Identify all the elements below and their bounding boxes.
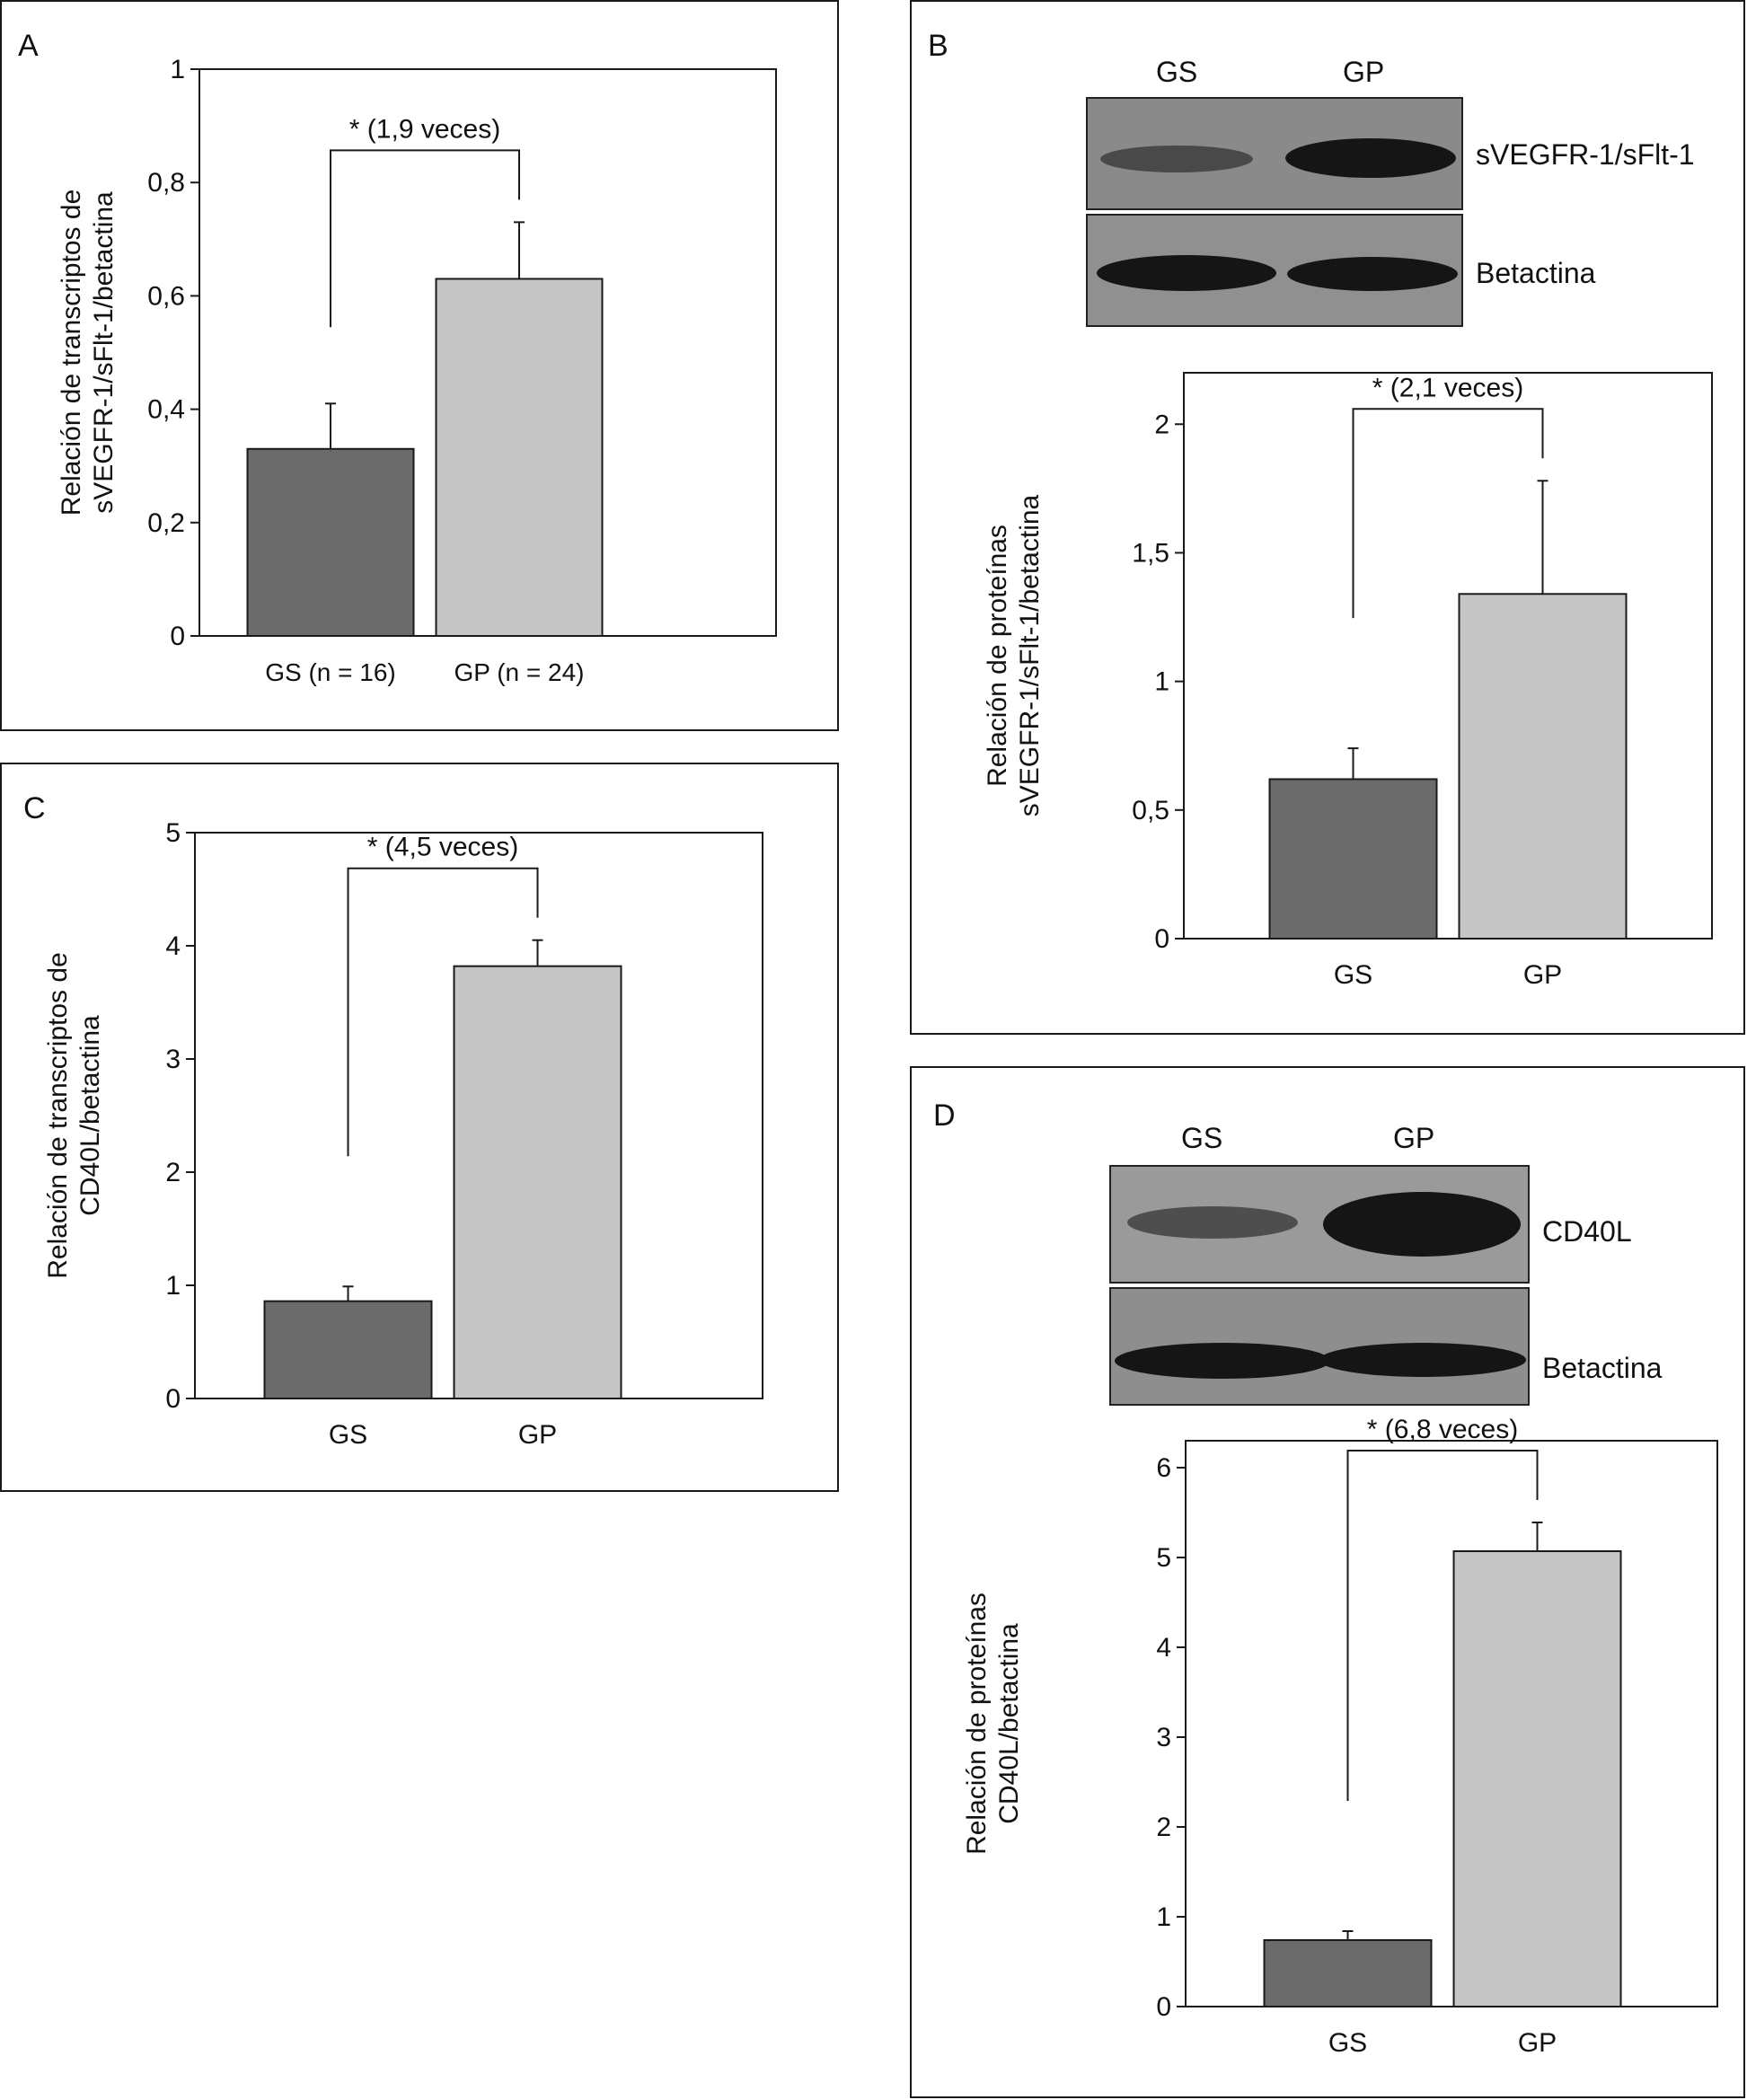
- significance-annotation: * (6,8 veces): [1367, 1415, 1518, 1444]
- y-tick-label: 1: [1156, 1902, 1171, 1932]
- blot-d-band-gs-1: [1127, 1206, 1298, 1239]
- panel-b-letter: B: [928, 29, 948, 63]
- blot-b-band-gs-2: [1097, 255, 1276, 291]
- bar-gs: [1268, 778, 1438, 940]
- y-tick-label: 3: [165, 1045, 181, 1074]
- y-tick-label: 6: [1156, 1453, 1171, 1483]
- significance-bracket: [1352, 408, 1544, 619]
- x-category-label: GS (n = 16): [265, 658, 396, 686]
- y-tick-label: 5: [165, 818, 181, 848]
- y-tick-label: 0: [1156, 1992, 1171, 2022]
- y-axis-label-line: Relación de transcriptos de: [57, 190, 86, 516]
- y-tick-label: 0,4: [147, 395, 185, 425]
- y-axis-label: Relación de transcriptos de CD40L/betacti…: [43, 952, 105, 1279]
- blot-d-band-gs-2: [1115, 1343, 1330, 1379]
- x-category-label: GP: [1523, 960, 1562, 990]
- y-axis-label: Relación de proteínas sVEGFR-1/sFlt-1/bet…: [983, 494, 1045, 816]
- blot-b-row-1-label: sVEGFR-1/sFlt-1: [1476, 138, 1695, 171]
- y-tick-label: 5: [1156, 1543, 1171, 1573]
- blot-d-row-1-label: CD40L: [1542, 1215, 1632, 1248]
- chart-d: 0 1 2 3 4 5 6 GS GP * (6,8 veces) Relación de prot…: [962, 1415, 1718, 2058]
- blot-d-row-2: [1109, 1287, 1530, 1406]
- x-category-label: GS: [1334, 960, 1372, 990]
- y-axis-label: Relación de transcriptos de sVEGFR-1/sFlt…: [57, 190, 119, 516]
- chart-b: 0 0,5 1 1,5 2 GS GP * (2,1 veces) Relación de pr…: [983, 372, 1713, 990]
- x-category-label: GP: [1518, 2028, 1557, 2058]
- y-tick-label: 0: [1154, 924, 1169, 954]
- blot-d-row-2-label: Betactina: [1542, 1352, 1663, 1384]
- y-tick-label: 2: [165, 1158, 181, 1187]
- panel-d: D GS GP CD40L Betactina 0 1 2 3 4 5 6 GS GP * (6,…: [910, 1066, 1745, 2098]
- y-tick-label: 0,6: [147, 281, 185, 311]
- blot-d-row-1: [1109, 1165, 1530, 1284]
- bar-gs: [246, 447, 415, 637]
- bar-gp: [1452, 1550, 1622, 2007]
- significance-bracket: [330, 149, 520, 328]
- significance-bracket: [1346, 1450, 1539, 1801]
- blot-d-band-gp-2: [1319, 1343, 1526, 1377]
- blot-d-col-gp: GP: [1393, 1122, 1435, 1154]
- y-tick-label: 2: [1154, 410, 1169, 439]
- y-axis-label-line: Relación de proteínas: [983, 525, 1012, 787]
- blot-b-col-gp: GP: [1343, 56, 1385, 88]
- y-axis-label-line: sVEGFR-1/sFlt-1/betactina: [1015, 494, 1045, 816]
- blot-b-row-2-label: Betactina: [1476, 257, 1596, 289]
- panel-a-letter: A: [18, 29, 39, 63]
- chart-a: 0 0,2 0,4 0,6 0,8 1 GS (n = 16) GP (n = 24) * (1…: [57, 55, 777, 686]
- blot-d-band-gp-1: [1323, 1192, 1521, 1257]
- blot-b-band-gs-1: [1100, 146, 1253, 172]
- blot-d-col-gs: GS: [1181, 1122, 1223, 1154]
- significance-annotation: * (1,9 veces): [349, 114, 500, 144]
- bar-gp: [453, 965, 622, 1399]
- y-axis-label-line: CD40L/betactina: [75, 1015, 105, 1216]
- y-axis-label-line: Relación de proteínas: [962, 1593, 992, 1855]
- x-category-label: GP (n = 24): [454, 658, 584, 686]
- y-tick-label: 1: [170, 55, 185, 84]
- panel-c: C 0 1 2 3 4 5 GS GP * (4,5 veces) Relación de tra…: [0, 763, 839, 1492]
- y-axis-label-line: Relación de transcriptos de: [43, 952, 73, 1279]
- blot-b-col-gs: GS: [1156, 56, 1198, 88]
- chart-c: 0 1 2 3 4 5 GS GP * (4,5 veces) Relación de trans…: [43, 818, 763, 1450]
- y-tick-label: 0,2: [147, 508, 185, 538]
- blot-b-band-gp-1: [1285, 138, 1456, 178]
- bar-gp: [435, 278, 604, 637]
- y-axis-label-line: sVEGFR-1/sFlt-1/betactina: [89, 191, 119, 514]
- blot-b-band-gp-2: [1287, 257, 1458, 291]
- y-tick-label: 1,5: [1132, 538, 1169, 568]
- x-category-label: GS: [1328, 2028, 1367, 2058]
- significance-bracket: [347, 867, 539, 1157]
- plot-frame: [1183, 372, 1713, 940]
- panel-c-letter: C: [23, 791, 46, 825]
- y-tick-label: 2: [1156, 1813, 1171, 1842]
- y-tick-label: 0: [165, 1384, 181, 1414]
- panel-a: A 0 0,2 0,4 0,6 0,8 1 GS (n = 16) GP (n = 24) * …: [0, 0, 839, 731]
- blot-b-row-2: [1086, 214, 1463, 327]
- y-tick-label: 0: [170, 622, 185, 651]
- y-tick-label: 1: [1154, 667, 1169, 697]
- y-tick-label: 4: [165, 931, 181, 961]
- x-category-label: GP: [518, 1420, 557, 1450]
- y-tick-label: 4: [1156, 1633, 1171, 1663]
- bar-gp: [1458, 593, 1628, 940]
- significance-annotation: * (2,1 veces): [1372, 373, 1523, 402]
- panel-b: B GS GP sVEGFR-1/sFlt-1 Betactina 0 0,5 1 1…: [910, 0, 1745, 1035]
- y-axis-label: Relación de proteínas CD40L/betactina: [962, 1593, 1024, 1855]
- plot-frame: [1185, 1440, 1718, 2007]
- bar-gs: [1263, 1939, 1433, 2007]
- x-category-label: GS: [329, 1420, 367, 1450]
- bar-gs: [263, 1300, 433, 1400]
- y-axis-label-line: CD40L/betactina: [994, 1623, 1024, 1824]
- y-tick-label: 1: [165, 1271, 181, 1301]
- panel-d-letter: D: [933, 1099, 956, 1133]
- significance-annotation: * (4,5 veces): [367, 833, 518, 862]
- blot-b-row-1: [1086, 97, 1463, 210]
- y-tick-label: 0,5: [1132, 796, 1169, 825]
- y-tick-label: 0,8: [147, 168, 185, 198]
- y-tick-label: 3: [1156, 1723, 1171, 1752]
